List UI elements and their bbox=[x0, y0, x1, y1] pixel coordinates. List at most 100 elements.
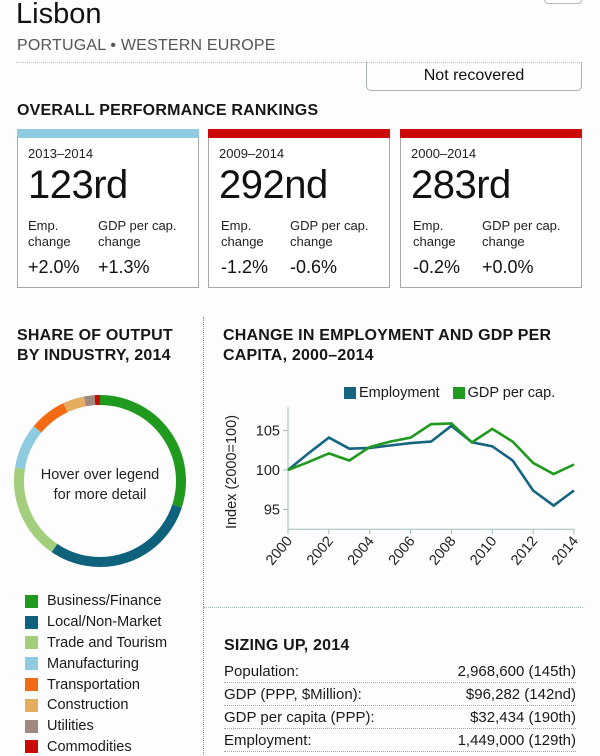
legend-item-transportation[interactable]: Transportation bbox=[25, 674, 167, 695]
column-divider bbox=[203, 317, 204, 756]
x-tick-label: 2000 bbox=[263, 534, 296, 569]
partial-panel-edge bbox=[544, 0, 582, 4]
legend-label: Commodities bbox=[47, 738, 132, 755]
sizing-label: Population: bbox=[224, 663, 300, 680]
share-title: SHARE OF OUTPUT BY INDUSTRY, 2014 bbox=[17, 327, 173, 364]
sizing-row: Employment: 1,449,000 (129th) bbox=[224, 729, 576, 752]
donut-slice-business-finance[interactable] bbox=[99, 395, 186, 508]
x-tick-label: 2002 bbox=[304, 534, 337, 569]
legend-label: Local/Non-Market bbox=[47, 614, 162, 631]
legend-label: Business/Finance bbox=[47, 593, 162, 610]
chart-legend: Employment GDP per cap. bbox=[344, 385, 568, 401]
donut-slice-local-non-market[interactable] bbox=[51, 504, 182, 567]
donut-hint: Hover over legend for more detail bbox=[40, 467, 160, 503]
gdp-change-label: GDP per cap. change bbox=[290, 218, 369, 249]
series-line-employment bbox=[287, 424, 575, 508]
gdp-swatch bbox=[452, 387, 465, 399]
legend-swatch bbox=[25, 615, 38, 629]
x-tick-label: 2008 bbox=[426, 534, 459, 569]
sizing-label: GDP per capita (PPP): bbox=[224, 709, 375, 726]
sizing-label: Employment: bbox=[224, 732, 312, 749]
donut-slice-construction[interactable] bbox=[63, 396, 86, 413]
gdp-change-value: +0.0% bbox=[482, 257, 534, 277]
x-tick-label: 2014 bbox=[549, 534, 582, 569]
y-axis-label: Index (2000=100) bbox=[224, 415, 240, 529]
sizing-value: $32,434 (190th) bbox=[470, 709, 576, 726]
legend-swatch bbox=[25, 594, 38, 608]
section-divider bbox=[203, 607, 583, 608]
recovery-status-badge: Not recovered bbox=[366, 62, 582, 91]
x-tick-label: 2010 bbox=[467, 534, 500, 569]
legend-label: Utilities bbox=[47, 718, 94, 735]
employment-swatch bbox=[344, 387, 356, 399]
emp-change-value: -1.2% bbox=[221, 257, 269, 277]
sizing-value: $96,282 (142nd) bbox=[465, 686, 576, 703]
card-color-bar bbox=[17, 129, 199, 138]
legend-item-trade-and-tourism[interactable]: Trade and Tourism bbox=[25, 633, 167, 654]
legend-swatch bbox=[25, 657, 38, 671]
card-color-bar bbox=[400, 129, 582, 138]
card-rank: 292nd bbox=[219, 163, 328, 207]
employment-gdp-line-chart: 95 100 105 2000 2002 2004 2006 2008 2010 2012 2014… bbox=[224, 406, 582, 569]
gdp-change-value: +1.3% bbox=[98, 257, 150, 277]
donut-slice-utilities[interactable] bbox=[83, 395, 96, 407]
sizing-value: 2,968,600 (145th) bbox=[457, 663, 576, 680]
legend-item-commodities[interactable]: Commodities bbox=[25, 737, 167, 756]
x-tick-label: 2012 bbox=[508, 534, 541, 569]
card-rank: 123rd bbox=[28, 163, 128, 207]
emp-change-label: Emp. change bbox=[28, 218, 71, 249]
legend-item-gdp[interactable]: GDP per cap. bbox=[452, 385, 555, 401]
sizing-row: GDP (PPP, $Million): $96,282 (142nd) bbox=[224, 683, 576, 706]
card-period: 2009–2014 bbox=[219, 146, 285, 161]
y-tick-label: 100 bbox=[256, 463, 280, 479]
chart-title: CHANGE IN EMPLOYMENT AND GDP PER CAPITA,… bbox=[223, 327, 552, 364]
sizing-row: GDP per capita (PPP): $32,434 (190th) bbox=[224, 706, 576, 729]
emp-change-value: +2.0% bbox=[28, 257, 80, 277]
legend-swatch bbox=[25, 636, 38, 650]
sizing-label: GDP (PPP, $Million): bbox=[224, 686, 362, 703]
series-line-gdp-per-cap bbox=[287, 422, 575, 476]
donut-slice-manufacturing[interactable] bbox=[15, 426, 42, 470]
industry-donut-chart bbox=[14, 395, 186, 567]
ranking-card-2013-2014: 2013–2014 123rd Emp. change GDP per cap. c… bbox=[17, 129, 199, 288]
gdp-change-value: -0.6% bbox=[290, 257, 338, 277]
legend-item-manufacturing[interactable]: Manufacturing bbox=[25, 653, 167, 674]
x-tick-label: 2006 bbox=[386, 534, 419, 569]
x-tick-label: 2004 bbox=[345, 534, 378, 569]
legend-item-utilities[interactable]: Utilities bbox=[25, 716, 167, 737]
legend-label: Construction bbox=[47, 697, 129, 714]
legend-swatch bbox=[25, 719, 38, 733]
donut-slice-trade-and-tourism[interactable] bbox=[14, 467, 58, 553]
sizing-row: Population: 2,968,600 (145th) bbox=[224, 660, 576, 683]
emp-change-label: Emp. change bbox=[413, 218, 456, 249]
y-tick-label: 105 bbox=[256, 424, 280, 440]
card-rank: 283rd bbox=[411, 163, 511, 207]
rankings-title: OVERALL PERFORMANCE RANKINGS bbox=[17, 102, 319, 119]
sizing-table: Population: 2,968,600 (145th) GDP (PPP, $M… bbox=[224, 660, 576, 752]
emp-change-label: Emp. change bbox=[221, 218, 264, 249]
gdp-change-label: GDP per cap. change bbox=[98, 218, 177, 249]
sizing-value: 1,449,000 (129th) bbox=[457, 732, 576, 749]
donut-slice-transportation[interactable] bbox=[33, 403, 68, 433]
card-period: 2000–2014 bbox=[411, 146, 477, 161]
legend-item-local-non-market[interactable]: Local/Non-Market bbox=[25, 612, 167, 633]
emp-change-value: -0.2% bbox=[413, 257, 461, 277]
legend-swatch bbox=[25, 678, 38, 692]
card-period: 2013–2014 bbox=[28, 146, 94, 161]
y-tick-label: 95 bbox=[264, 503, 280, 519]
header-divider bbox=[16, 62, 582, 63]
gdp-change-label: GDP per cap. change bbox=[482, 218, 561, 249]
sizing-title: SIZING UP, 2014 bbox=[224, 637, 350, 654]
card-color-bar bbox=[208, 129, 390, 138]
legend-swatch bbox=[25, 698, 38, 712]
legend-swatch bbox=[25, 740, 38, 754]
ranking-card-2009-2014: 2009–2014 292nd Emp. change GDP per cap. c… bbox=[208, 129, 390, 288]
legend-label: Trade and Tourism bbox=[47, 634, 168, 651]
region-subtitle: PORTUGAL • WESTERN EUROPE bbox=[17, 37, 276, 54]
page-title: Lisbon bbox=[16, 0, 102, 30]
industry-legend: Business/Finance Local/Non-Market Trade an… bbox=[25, 591, 167, 756]
legend-item-business-finance[interactable]: Business/Finance bbox=[25, 591, 167, 612]
ranking-card-2000-2014: 2000–2014 283rd Emp. change GDP per cap. c… bbox=[400, 129, 582, 288]
legend-item-construction[interactable]: Construction bbox=[25, 695, 167, 716]
legend-item-employment[interactable]: Employment bbox=[344, 385, 440, 401]
